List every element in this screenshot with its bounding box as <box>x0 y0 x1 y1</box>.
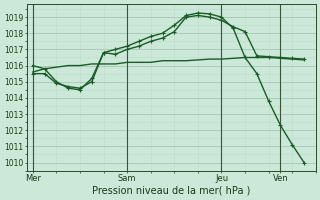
X-axis label: Pression niveau de la mer( hPa ): Pression niveau de la mer( hPa ) <box>92 186 251 196</box>
